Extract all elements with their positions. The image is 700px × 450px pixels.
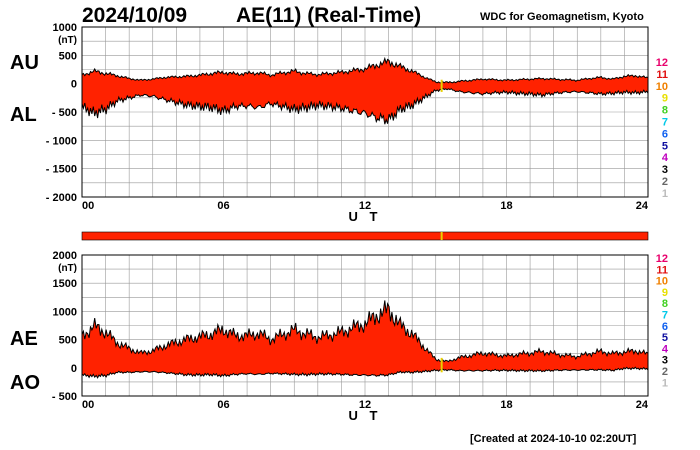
x-tick-label: 24 [636,399,649,411]
legend-entry: 3 [662,164,668,176]
y-tick-label: 0 [71,79,77,91]
legend-entry: 6 [662,321,668,333]
legend-entry: 2 [662,366,668,378]
legend-entry: 2 [662,176,668,188]
date-title: 2024/10/09 [82,4,188,27]
x-tick-label: 06 [217,399,229,411]
unit-label: (nT) [58,35,77,46]
y-tick-label: - 1000 [46,135,77,147]
x-axis-label: U T [349,408,382,423]
created-timestamp: [Created at 2024-10-10 02:20UT] [470,433,637,445]
legend-entry: 11 [656,69,668,81]
legend-entry: 1 [662,377,668,389]
legend-entry: 7 [662,117,668,129]
x-tick-label: 00 [82,399,94,411]
chart-title: AE(11) (Real-Time) [236,4,422,27]
x-axis-label: U T [349,209,382,224]
y-tick-label: 1000 [53,22,77,34]
x-tick-label: 12 [359,399,371,411]
legend-entry: 9 [662,93,668,105]
au-label: AU [10,52,39,74]
x-tick-label: 24 [636,200,649,212]
legend-entry: 10 [656,276,668,288]
y-tick-label: 2000 [53,250,77,262]
y-tick-label: - 2000 [46,192,77,204]
unit-label: (nT) [58,263,77,274]
y-tick-label: 1500 [53,278,77,290]
legend-entry: 3 [662,355,668,367]
y-tick-label: 500 [59,50,77,62]
al-label: AL [10,104,37,126]
ao-label: AO [10,372,40,394]
activity-fill [82,58,648,125]
ae-series-line [81,300,649,363]
y-tick-label: - 1500 [46,164,77,176]
activity-fill [82,300,648,378]
x-tick-label: 00 [82,200,94,212]
legend-entry: 8 [662,105,668,117]
legend-entry: 4 [662,152,669,164]
legend-entry: 5 [662,332,668,344]
plot-border [81,254,649,397]
y-tick-label: 500 [59,335,77,347]
legend-entry: 9 [662,287,668,299]
legend-entry: 7 [662,310,668,322]
legend-entry: 11 [656,264,668,276]
au-series-line [81,56,649,84]
activity-bar-fill [81,231,649,241]
legend-entry: 12 [656,253,668,265]
legend-entry: 6 [662,128,668,140]
x-tick-label: 06 [217,200,229,212]
y-tick-label: - 500 [52,391,77,403]
ao-series-line [81,366,649,379]
x-tick-label: 18 [500,399,512,411]
ae-label: AE [10,328,38,350]
y-tick-label: - 500 [52,107,77,119]
y-tick-label: 0 [71,363,77,375]
legend-entry: 5 [662,140,668,152]
legend-entry: 12 [656,57,668,69]
legend-entry: 10 [656,81,668,93]
al-series-line [81,87,649,125]
activity-bar [81,231,649,241]
au-al-panel: 1000 500 0 - 500 - 1000 - 1500 - 2000 (nT) 00 06 1… [46,22,669,224]
legend-entry: 8 [662,298,668,310]
legend-entry: 1 [662,188,668,200]
x-tick-label: 12 [359,200,371,212]
legend-entry: 4 [662,343,669,355]
plot-border [81,26,649,198]
y-tick-label: 1000 [53,306,77,318]
x-tick-label: 18 [500,200,512,212]
credit-label: WDC for Geomagnetism, Kyoto [480,11,644,23]
